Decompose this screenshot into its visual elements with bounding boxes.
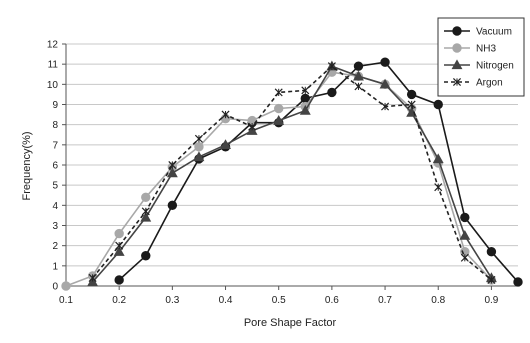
data-point (194, 142, 204, 152)
data-point (380, 57, 390, 67)
data-point (327, 62, 336, 71)
x-tick-label: 0.9 (484, 295, 498, 306)
y-tick-label: 12 (47, 40, 59, 51)
legend-label: Argon (476, 78, 503, 89)
y-tick-label: 6 (52, 161, 58, 172)
data-point (167, 200, 178, 211)
data-point (407, 100, 416, 109)
data-point (274, 103, 284, 114)
y-tick-label: 1 (52, 261, 58, 272)
data-point (513, 277, 523, 287)
data-point (220, 139, 231, 150)
data-point (300, 93, 310, 104)
y-axis-title: Frequency(%) (21, 131, 33, 200)
x-axis-title: Pore Shape Factor (244, 317, 337, 329)
y-tick-label: 8 (52, 120, 58, 131)
y-tick-label: 9 (52, 100, 58, 111)
data-point (274, 88, 283, 97)
data-point (486, 247, 497, 257)
data-point (406, 89, 417, 100)
data-point (452, 43, 462, 53)
data-point (327, 87, 337, 98)
y-tick-label: 10 (47, 80, 59, 91)
data-point (354, 82, 363, 91)
data-point (353, 70, 364, 81)
data-point (115, 241, 124, 250)
y-tick-label: 11 (48, 60, 59, 71)
data-point (141, 192, 151, 202)
series-layer (61, 57, 523, 291)
x-tick-label: 0.2 (112, 295, 126, 306)
data-point (451, 59, 463, 70)
data-point (114, 228, 124, 239)
data-point (166, 167, 178, 178)
data-point (432, 153, 444, 164)
data-point (141, 207, 150, 216)
data-point (141, 251, 151, 261)
legend-label: NH3 (476, 44, 496, 55)
legend: Vacuum NH3 Nitrogen Argon (437, 17, 525, 97)
y-tick-label: 7 (52, 140, 58, 151)
data-point (379, 78, 391, 89)
data-point (452, 26, 462, 36)
data-point (381, 102, 390, 111)
data-point (433, 99, 443, 110)
x-tick-label: 0.8 (431, 295, 445, 306)
data-point (168, 160, 177, 170)
y-tick-label: 0 (52, 282, 58, 293)
data-point (487, 275, 496, 284)
data-point (460, 212, 470, 223)
data-point (452, 77, 462, 87)
x-tick-label: 0.3 (165, 295, 179, 306)
data-point (301, 86, 310, 95)
data-point (434, 183, 443, 192)
data-point (460, 253, 469, 262)
x-tick-label: 0.7 (378, 295, 392, 306)
data-point (273, 115, 285, 125)
legend-label: Nitrogen (476, 61, 514, 72)
data-point (88, 273, 97, 282)
x-tick-label: 0.4 (219, 295, 233, 306)
x-tick-label: 0.6 (325, 295, 339, 306)
x-tick-label: 0.5 (272, 295, 286, 306)
data-point (248, 122, 257, 131)
legend-entry: NH3 (444, 43, 496, 55)
data-point (194, 134, 203, 143)
y-tick-label: 2 (52, 241, 58, 252)
data-point (61, 281, 71, 291)
data-point (459, 229, 471, 240)
data-point (114, 275, 124, 285)
series-argon (88, 62, 496, 284)
data-point (353, 61, 364, 71)
y-tick-label: 5 (52, 181, 58, 192)
series-line (91, 65, 493, 283)
legend-label: Vacuum (476, 27, 512, 38)
series-line (118, 61, 519, 283)
y-tick-label: 4 (52, 201, 58, 212)
series-nitrogen (87, 60, 497, 287)
series-line (91, 65, 492, 281)
legend-entry: Nitrogen (444, 59, 514, 72)
legend-entry: Argon (444, 78, 503, 89)
data-point (113, 246, 125, 256)
data-point (221, 110, 230, 119)
x-tick-label: 0.1 (59, 295, 73, 306)
data-point (193, 151, 205, 162)
data-point (140, 211, 152, 222)
data-point (299, 104, 311, 115)
legend-entry: Vacuum (444, 26, 512, 38)
y-tick-label: 3 (52, 221, 58, 232)
